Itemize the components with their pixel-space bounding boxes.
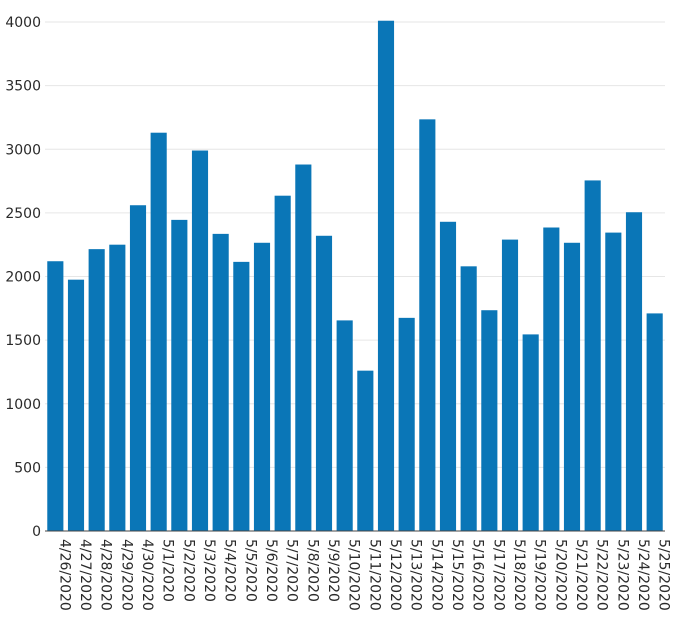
y-tick-label: 1500 — [5, 333, 41, 349]
bar — [47, 261, 64, 531]
y-axis-tick-labels: 0 500 1000 1500 2000 2500 3000 3500 4000 — [5, 15, 41, 540]
bar — [584, 180, 601, 531]
x-tick-label: 4/29/2020 — [118, 539, 134, 611]
x-tick-label: 5/11/2020 — [366, 539, 382, 611]
bar — [336, 320, 353, 531]
y-tick-label: 0 — [32, 524, 41, 540]
bar — [233, 261, 250, 531]
x-tick-label: 4/28/2020 — [98, 539, 114, 611]
y-tick-label: 1000 — [5, 397, 41, 413]
bar — [543, 227, 560, 532]
bar — [253, 242, 271, 531]
bar — [501, 239, 519, 531]
bar — [563, 242, 581, 531]
x-tick-label: 4/26/2020 — [56, 539, 72, 611]
bar — [522, 334, 539, 531]
y-tick-label: 2000 — [5, 270, 41, 286]
bar — [377, 20, 395, 531]
x-tick-label: 5/20/2020 — [552, 539, 568, 611]
bars — [47, 20, 663, 532]
x-tick-label: 5/9/2020 — [325, 539, 341, 602]
bar — [129, 205, 147, 532]
bar — [150, 132, 167, 531]
bar — [295, 164, 312, 531]
bar — [398, 317, 415, 531]
x-tick-label: 5/12/2020 — [387, 539, 403, 611]
x-tick-label: 5/1/2020 — [160, 539, 176, 602]
bar — [419, 119, 436, 531]
x-tick-label: 5/3/2020 — [201, 539, 217, 602]
x-axis-tick-labels: 4/26/2020 4/27/2020 4/28/2020 4/29/2020 4/30… — [56, 539, 671, 611]
y-tick-label: 3000 — [5, 142, 41, 158]
x-tick-label: 5/22/2020 — [594, 539, 610, 611]
x-tick-label: 5/21/2020 — [573, 539, 589, 611]
x-tick-label: 5/24/2020 — [635, 539, 651, 611]
bar — [109, 244, 126, 531]
bar — [171, 219, 188, 531]
y-tick-label: 2500 — [5, 206, 41, 222]
bar — [646, 313, 663, 531]
bar — [481, 310, 498, 531]
bar — [315, 235, 333, 531]
bar — [357, 370, 374, 531]
x-tick-label: 5/16/2020 — [470, 539, 486, 611]
x-tick-label: 4/30/2020 — [139, 539, 155, 611]
bar — [67, 279, 85, 531]
x-tick-label: 5/25/2020 — [656, 539, 672, 611]
x-tick-label: 5/18/2020 — [511, 539, 527, 611]
bar — [439, 221, 457, 531]
x-tick-label: 5/7/2020 — [284, 539, 300, 602]
x-tick-label: 5/4/2020 — [222, 539, 238, 602]
bar — [460, 266, 477, 531]
x-tick-label: 4/27/2020 — [77, 539, 93, 611]
x-tick-label: 5/6/2020 — [263, 539, 279, 602]
bar — [605, 232, 622, 531]
x-tick-label: 5/19/2020 — [532, 539, 548, 611]
x-tick-label: 5/5/2020 — [242, 539, 258, 602]
y-tick-label: 4000 — [5, 15, 41, 31]
y-tick-label: 3500 — [5, 79, 41, 95]
bar — [625, 212, 643, 531]
x-tick-label: 5/13/2020 — [408, 539, 424, 611]
x-tick-label: 5/14/2020 — [428, 539, 444, 611]
x-tick-label: 5/10/2020 — [346, 539, 362, 611]
bar — [191, 150, 209, 531]
x-tick-label: 5/2/2020 — [180, 539, 196, 602]
y-gridlines — [45, 21, 665, 468]
x-tick-label: 5/17/2020 — [490, 539, 506, 611]
y-tick-label: 500 — [14, 460, 41, 476]
x-tick-label: 5/23/2020 — [614, 539, 630, 611]
bar — [274, 195, 291, 532]
bar — [212, 233, 229, 531]
bar — [88, 249, 105, 532]
x-tick-label: 5/8/2020 — [304, 539, 320, 602]
x-tick-label: 5/15/2020 — [449, 539, 465, 611]
